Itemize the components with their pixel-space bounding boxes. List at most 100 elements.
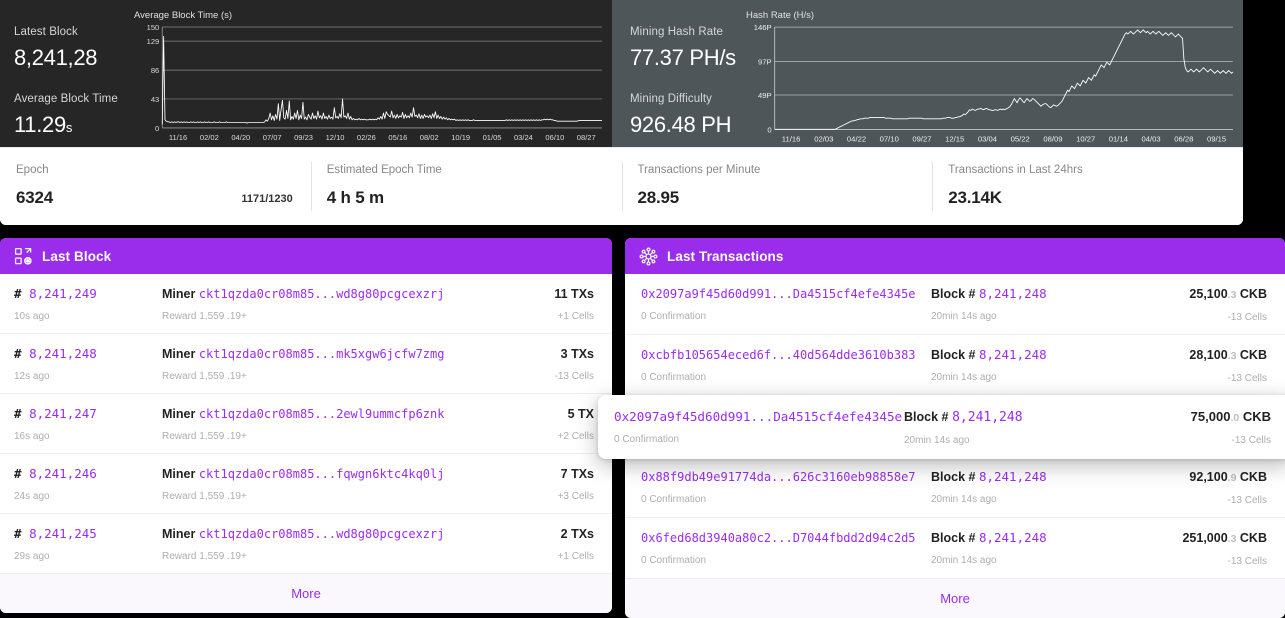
transaction-block[interactable]: 8,241,248	[978, 469, 1047, 484]
miner-address[interactable]: ckt1qzda0cr08m85...wd8g80pcgcexzrj	[198, 287, 445, 301]
block-row[interactable]: # 8,241,249 10s ago Miner ckt1qzda0cr08m85…	[0, 274, 612, 333]
svg-text:05/16: 05/16	[388, 133, 407, 142]
block-cells: -13 Cells	[554, 371, 594, 382]
transaction-age: 20min 14s ago	[931, 311, 997, 322]
miner-label: Miner	[162, 407, 196, 421]
transaction-cells: -13 Cells	[1227, 373, 1267, 384]
transaction-block[interactable]: 8,241,248	[978, 347, 1047, 362]
block-row[interactable]: # 8,241,246 24s ago Miner ckt1qzda0cr08m85…	[0, 453, 612, 513]
last-transactions-panel: Last Transactions 0x2097a9f45d60d991...D…	[598, 238, 1285, 618]
transaction-hash[interactable]: 0xcbfb105654eced6f...40d564dde3610b383	[641, 348, 916, 362]
block-row[interactable]: # 8,241,248 12s ago Miner ckt1qzda0cr08m85…	[0, 333, 612, 393]
lower-panels: Last Block # 8,241,249 10s ago Miner ckt1q…	[0, 238, 1285, 618]
transaction-confirmations: 0 Confirmation	[614, 434, 680, 445]
amount-int: 251,000	[1182, 531, 1228, 545]
amount-dec: .3	[1227, 350, 1237, 362]
svg-text:86: 86	[151, 66, 159, 75]
block-age: 10s ago	[14, 311, 50, 322]
block-row[interactable]: # 8,241,247 16s ago Miner ckt1qzda0cr08m85…	[0, 393, 612, 453]
hash-rate-chart: Hash Rate (H/s) 0 49P 97P 146P 11/16 02/03 04/…	[744, 8, 1243, 147]
block-height[interactable]: 8,241,248	[29, 346, 97, 361]
amount-int: 28,100	[1189, 348, 1228, 362]
transaction-amount: 28,100.3 CKB	[1189, 347, 1267, 364]
last-transactions-more-button[interactable]: More	[625, 578, 1285, 618]
transaction-hash[interactable]: 0x88f9db49e91774da...626c3160eb98858e7	[641, 470, 916, 484]
transaction-hash[interactable]: 0x6fed68d3940a80c2...D7044fbdd2d94c2d5	[641, 531, 916, 545]
stat-cell-2: Transactions per Minute 28.95	[621, 148, 933, 225]
svg-text:49P: 49P	[758, 91, 772, 100]
latest-block-value: 8,241,28	[14, 45, 98, 70]
block-reward: Reward 1,559 .19+	[162, 311, 247, 322]
last-block-more-button[interactable]: More	[0, 573, 612, 613]
transaction-row[interactable]: 0xcbfb105654eced6f...40d564dde3610b383 0 …	[625, 334, 1285, 395]
miner-address[interactable]: ckt1qzda0cr08m85...2ewl9ummcfp6znk	[198, 407, 445, 421]
hash-sign: #	[14, 466, 22, 481]
miner-address[interactable]: ckt1qzda0cr08m85...wd8g80pcgcexzrj	[198, 527, 445, 541]
block-reward: Reward 1,559 .19+	[162, 551, 247, 562]
block-height[interactable]: 8,241,246	[29, 466, 97, 481]
transaction-row-hovered[interactable]: 0x2097a9f45d60d991...Da4515cf4efe4345e 0 …	[598, 395, 1285, 459]
miner-address[interactable]: ckt1qzda0cr08m85...fqwgn6ktc4kq0lj	[198, 467, 445, 481]
block-reward: Reward 1,559 .19+	[162, 371, 247, 382]
block-label: Block #	[931, 287, 976, 301]
block-reward: Reward 1,559 .19+	[162, 491, 247, 502]
transaction-row[interactable]: 0x88f9db49e91774da...626c3160eb98858e7 0 …	[625, 456, 1285, 517]
stats-strip: Epoch 6324 1171/1230 Estimated Epoch Time 4 …	[0, 147, 1243, 225]
transaction-cells: -13 Cells	[1227, 495, 1267, 506]
hash-sign: #	[14, 346, 22, 361]
transaction-row[interactable]: 0x6fed68d3940a80c2...D7044fbdd2d94c2d5 0 …	[625, 517, 1285, 578]
amount-currency: CKB	[1239, 348, 1267, 362]
amount-dec: .9	[1227, 472, 1237, 484]
transactions-icon	[639, 247, 658, 266]
svg-text:11/16: 11/16	[782, 135, 801, 144]
miner-address[interactable]: ckt1qzda0cr08m85...mk5xgw6jcfw7zmg	[198, 347, 445, 361]
transaction-hash[interactable]: 0x2097a9f45d60d991...Da4515cf4efe4345e	[614, 409, 903, 424]
hash-rate-stats: Mining Hash Rate 77.37 PH/s Mining Diffi…	[612, 8, 744, 147]
stat-cell-value: 23.14K	[948, 188, 1002, 207]
stat-cell-value: 6324	[16, 188, 54, 207]
transaction-block[interactable]: 8,241,248	[952, 410, 1023, 425]
stat-cell-1: Estimated Epoch Time 4 h 5 m	[310, 148, 622, 225]
hash-rate-chart-title: Hash Rate (H/s)	[746, 10, 815, 21]
svg-text:02/02: 02/02	[200, 133, 219, 142]
block-cells: +3 Cells	[557, 491, 594, 502]
svg-text:06/10: 06/10	[545, 133, 564, 142]
block-time-stats: Latest Block 8,241,28 Average Block Time…	[0, 8, 132, 147]
amount-int: 75,000	[1190, 409, 1231, 424]
block-time-chart-svg: 0 43 86 129 150 11/16 02/02 04/20 07/07 09/23 12/1…	[147, 23, 602, 142]
svg-text:12/15: 12/15	[945, 135, 964, 144]
transaction-confirmations: 0 Confirmation	[641, 311, 707, 322]
miner-label: Miner	[162, 467, 196, 481]
transaction-confirmations: 0 Confirmation	[641, 555, 707, 566]
stat-cell-0: Epoch 6324 1171/1230	[0, 148, 311, 225]
svg-text:150: 150	[147, 23, 160, 32]
transaction-row[interactable]: 0x2097a9f45d60d991...Da4515cf4efe4345e 0 …	[625, 274, 1285, 334]
last-block-header: Last Block	[0, 238, 612, 274]
transaction-block[interactable]: 8,241,248	[978, 530, 1047, 545]
average-block-time-stat: Average Block Time 11.29s	[14, 93, 132, 138]
amount-int: 25,100	[1189, 287, 1228, 301]
miner-label: Miner	[162, 287, 196, 301]
block-row[interactable]: # 8,241,245 29s ago Miner ckt1qzda0cr08m85…	[0, 513, 612, 573]
svg-text:04/03: 04/03	[1142, 135, 1161, 144]
svg-text:06/28: 06/28	[1174, 135, 1193, 144]
transaction-age: 20min 14s ago	[904, 435, 970, 446]
block-height[interactable]: 8,241,245	[29, 526, 97, 541]
svg-text:10/27: 10/27	[1076, 135, 1095, 144]
mining-difficulty-value: 926.48 PH	[630, 112, 732, 137]
block-height[interactable]: 8,241,247	[29, 406, 97, 421]
hash-sign: #	[14, 286, 22, 301]
svg-text:02/03: 02/03	[814, 135, 833, 144]
block-height[interactable]: 8,241,249	[29, 286, 97, 301]
stat-cell-label: Transactions in Last 24hrs	[948, 164, 1083, 176]
transaction-hash[interactable]: 0x2097a9f45d60d991...Da4515cf4efe4345e	[641, 287, 916, 301]
svg-text:07/07: 07/07	[263, 133, 282, 142]
stat-cell-label: Transactions per Minute	[637, 164, 761, 176]
svg-text:01/14: 01/14	[1109, 135, 1129, 144]
transaction-block[interactable]: 8,241,248	[978, 286, 1047, 301]
hash-sign: #	[14, 526, 22, 541]
stat-cell-sub: 1171/1230	[241, 193, 293, 205]
latest-block-label: Latest Block	[14, 26, 78, 38]
svg-text:08/09: 08/09	[1043, 135, 1062, 144]
transaction-confirmations: 0 Confirmation	[641, 372, 707, 383]
